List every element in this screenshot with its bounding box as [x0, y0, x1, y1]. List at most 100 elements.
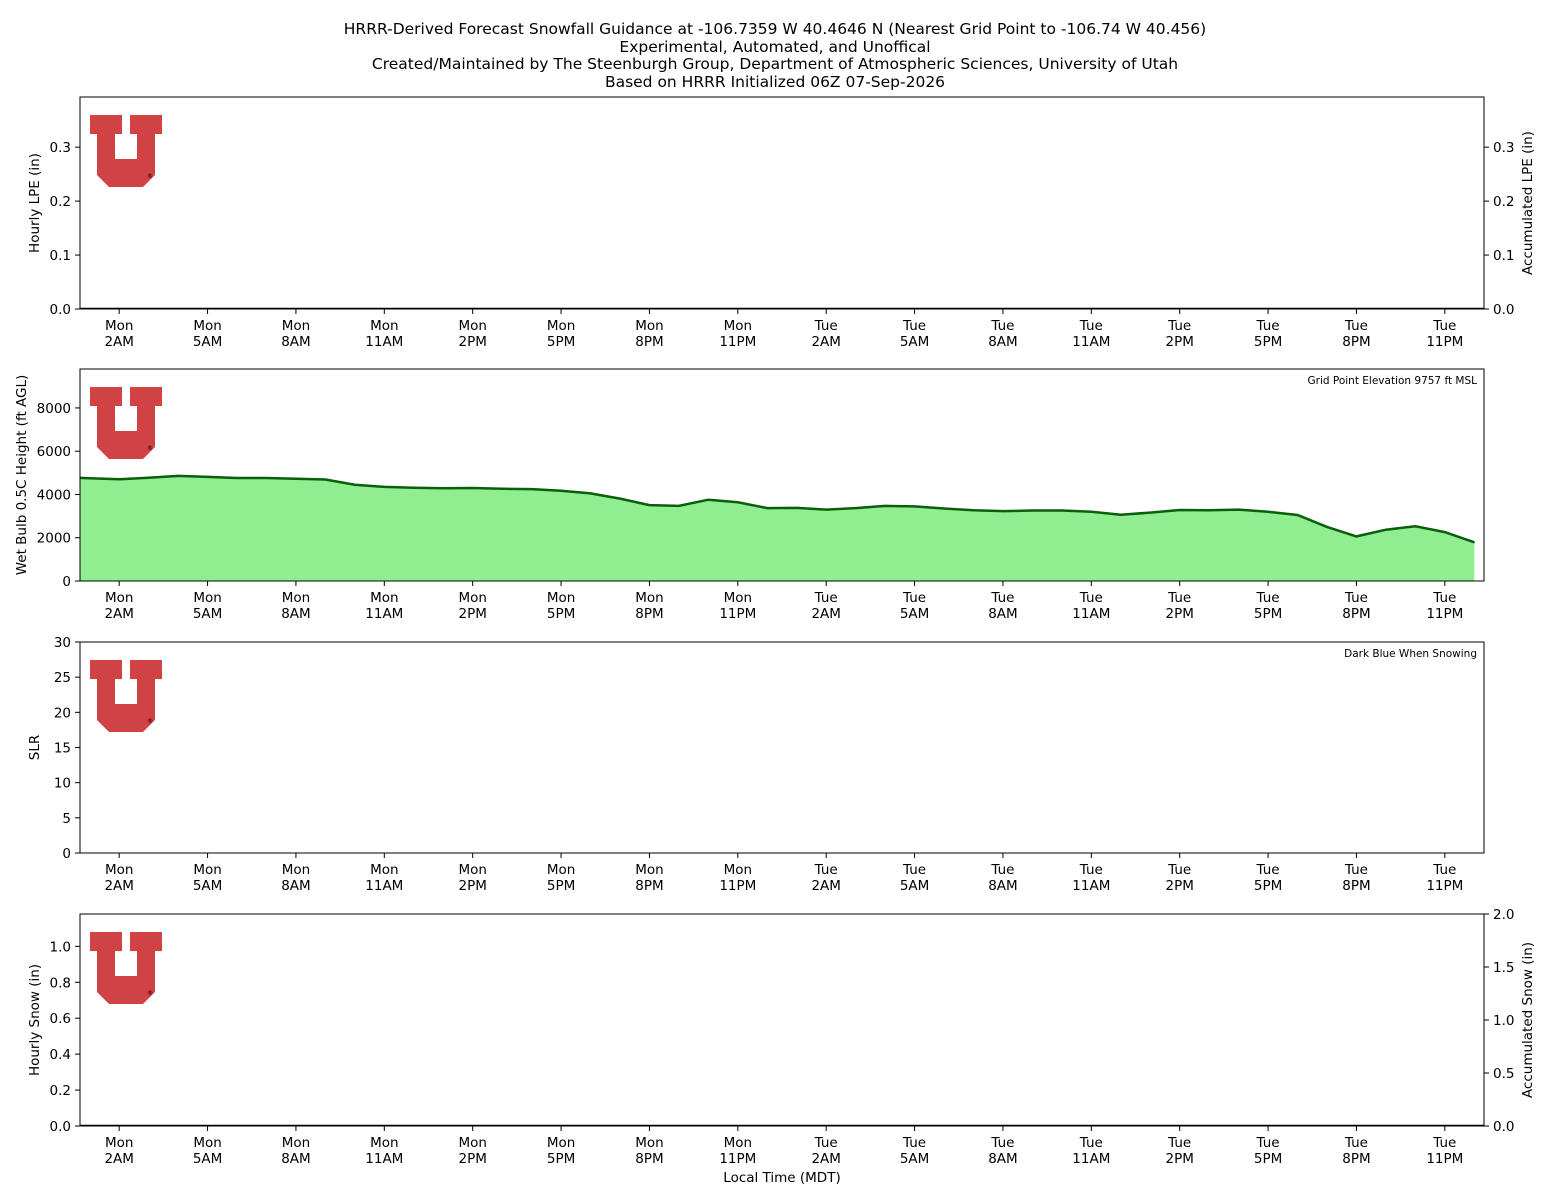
x-tick-label-day: Mon	[370, 590, 398, 606]
university-logo-icon	[90, 387, 162, 459]
y2-tick-label: 1.0	[1493, 1013, 1514, 1029]
x-tick-label-time: 2PM	[1165, 606, 1193, 622]
x-tick-label-day: Tue	[814, 590, 838, 606]
x-tick-label-time: 2PM	[458, 878, 486, 894]
x-tick-label-time: 5AM	[193, 878, 222, 894]
wetbulb-point	[707, 499, 710, 501]
wetbulb-point	[1061, 509, 1063, 512]
wetbulb-point	[531, 488, 533, 490]
x-tick-label-day: Mon	[635, 862, 663, 878]
x-tick-label-day: Tue	[1432, 862, 1456, 878]
y-tick-label: 20	[54, 705, 71, 721]
x-tick-label-day: Mon	[370, 318, 398, 334]
x-tick-label-time: 2PM	[458, 1151, 486, 1167]
wetbulb-point	[1473, 541, 1475, 543]
wetbulb-point	[560, 490, 562, 492]
x-tick-label-day: Mon	[282, 862, 310, 878]
x-tick-label-time: 5PM	[1254, 878, 1282, 894]
x-tick-label-time: 2PM	[1165, 334, 1193, 350]
university-logo-icon	[90, 660, 162, 732]
plot-frame	[79, 368, 1485, 582]
x-tick-label-day: Mon	[724, 318, 752, 334]
wetbulb-point	[1090, 511, 1092, 513]
university-logo-icon	[90, 115, 162, 187]
y2-tick-label: 0.1	[1493, 248, 1514, 264]
figure-title: HRRR-Derived Forecast Snowfall Guidance …	[0, 20, 1550, 91]
registered-mark: ®	[147, 173, 153, 180]
x-tick-label-day: Mon	[105, 590, 133, 606]
y-tick-label: 10	[54, 776, 71, 792]
wetbulb-point	[825, 509, 827, 511]
x-tick-label-day: Mon	[458, 862, 486, 878]
y-axis-label: Wet Bulb 0.5C Height (ft AGL)	[14, 375, 30, 576]
wetbulb-point	[442, 487, 444, 489]
x-tick-label-time: 8AM	[281, 1151, 310, 1167]
y2-tick-label: 0.2	[1493, 194, 1514, 210]
wetbulb-point	[678, 505, 680, 507]
y-tick-label: 0.2	[50, 194, 71, 210]
x-tick-label-day: Tue	[1432, 590, 1456, 606]
y-tick-label: 1.0	[50, 939, 71, 955]
wetbulb-point	[354, 484, 356, 486]
x-tick-label-day: Tue	[990, 590, 1014, 606]
title-line-2: Experimental, Automated, and Unoffical	[619, 37, 931, 56]
y2-tick-label: 0.3	[1493, 140, 1514, 156]
wetbulb-point	[1414, 525, 1416, 527]
x-tick-label-time: 11PM	[1426, 878, 1463, 894]
x-tick-label-time: 11AM	[1072, 1151, 1110, 1167]
x-tick-label-time: 8PM	[1342, 1151, 1370, 1167]
x-tick-label-time: 2PM	[1165, 878, 1193, 894]
x-tick-label-time: 2PM	[458, 606, 486, 622]
y2-tick-label: 1.5	[1493, 960, 1514, 976]
title-line-4: Based on HRRR Initialized 06Z 07-Sep-202…	[604, 72, 946, 91]
x-tick-label-time: 5AM	[900, 1151, 929, 1167]
x-tick-label-day: Mon	[193, 318, 221, 334]
x-tick-label-time: 2AM	[811, 1151, 840, 1167]
wetbulb-point	[619, 498, 621, 500]
x-tick-label-time: 8PM	[635, 606, 663, 622]
x-tick-label-day: Mon	[635, 318, 663, 334]
x-tick-label-day: Tue	[1256, 318, 1280, 334]
wetbulb-point	[1002, 510, 1004, 512]
y-tick-label: 4000	[37, 487, 71, 503]
x-tick-label-day: Mon	[458, 590, 486, 606]
panel-annotation: Grid Point Elevation 9757 ft MSL	[1308, 375, 1478, 387]
x-tick-label-time: 11AM	[1072, 334, 1110, 350]
x-tick-label-day: Tue	[1079, 862, 1103, 878]
x-tick-label-time: 8AM	[988, 1151, 1017, 1167]
wetbulb-area	[80, 475, 1475, 581]
x-tick-label-day: Tue	[1432, 1135, 1456, 1151]
wetbulb-point	[148, 477, 150, 479]
title-line-3: Created/Maintained by The Steenburgh Gro…	[371, 55, 1179, 73]
y2-tick-label: 0.0	[1493, 1119, 1514, 1135]
y-tick-label: 6000	[37, 444, 71, 460]
x-tick-label-time: 8AM	[281, 334, 310, 350]
x-tick-label-time: 11AM	[1072, 878, 1110, 894]
x-tick-label-time: 11AM	[365, 606, 403, 622]
x-tick-label-day: Mon	[193, 862, 221, 878]
x-tick-label-day: Mon	[282, 318, 310, 334]
x-tick-label-time: 2AM	[104, 1151, 133, 1167]
x-tick-label-time: 5AM	[193, 334, 222, 350]
x-tick-label-time: 8PM	[635, 1151, 663, 1167]
x-tick-label-time: 8PM	[1342, 878, 1370, 894]
x-tick-label-day: Mon	[458, 318, 486, 334]
panel-annotation: Dark Blue When Snowing	[1344, 648, 1477, 660]
wetbulb-point	[589, 492, 592, 494]
x-tick-label-time: 2AM	[104, 878, 133, 894]
panel-lpe: ® 0.0 0.1 0.2 0.3 Hourly LPE (in) 0.0 0.1 0.2 0.3…	[27, 96, 1536, 350]
x-tick-label-time: 8AM	[281, 606, 310, 622]
x-tick-label-day: Mon	[547, 590, 575, 606]
x-tick-label-day: Mon	[105, 862, 133, 878]
wetbulb-point	[884, 505, 886, 507]
wetbulb-point	[1444, 531, 1446, 533]
x-tick-label-day: Tue	[902, 1135, 926, 1151]
wetbulb-point	[1120, 514, 1122, 516]
x-tick-label-day: Tue	[1167, 590, 1191, 606]
x-tick-label-time: 5PM	[547, 1151, 575, 1167]
y-tick-label: 0	[62, 574, 71, 590]
wetbulb-point	[118, 478, 120, 480]
x-tick-label-time: 5PM	[1254, 606, 1282, 622]
x-tick-label-time: 2PM	[458, 334, 486, 350]
